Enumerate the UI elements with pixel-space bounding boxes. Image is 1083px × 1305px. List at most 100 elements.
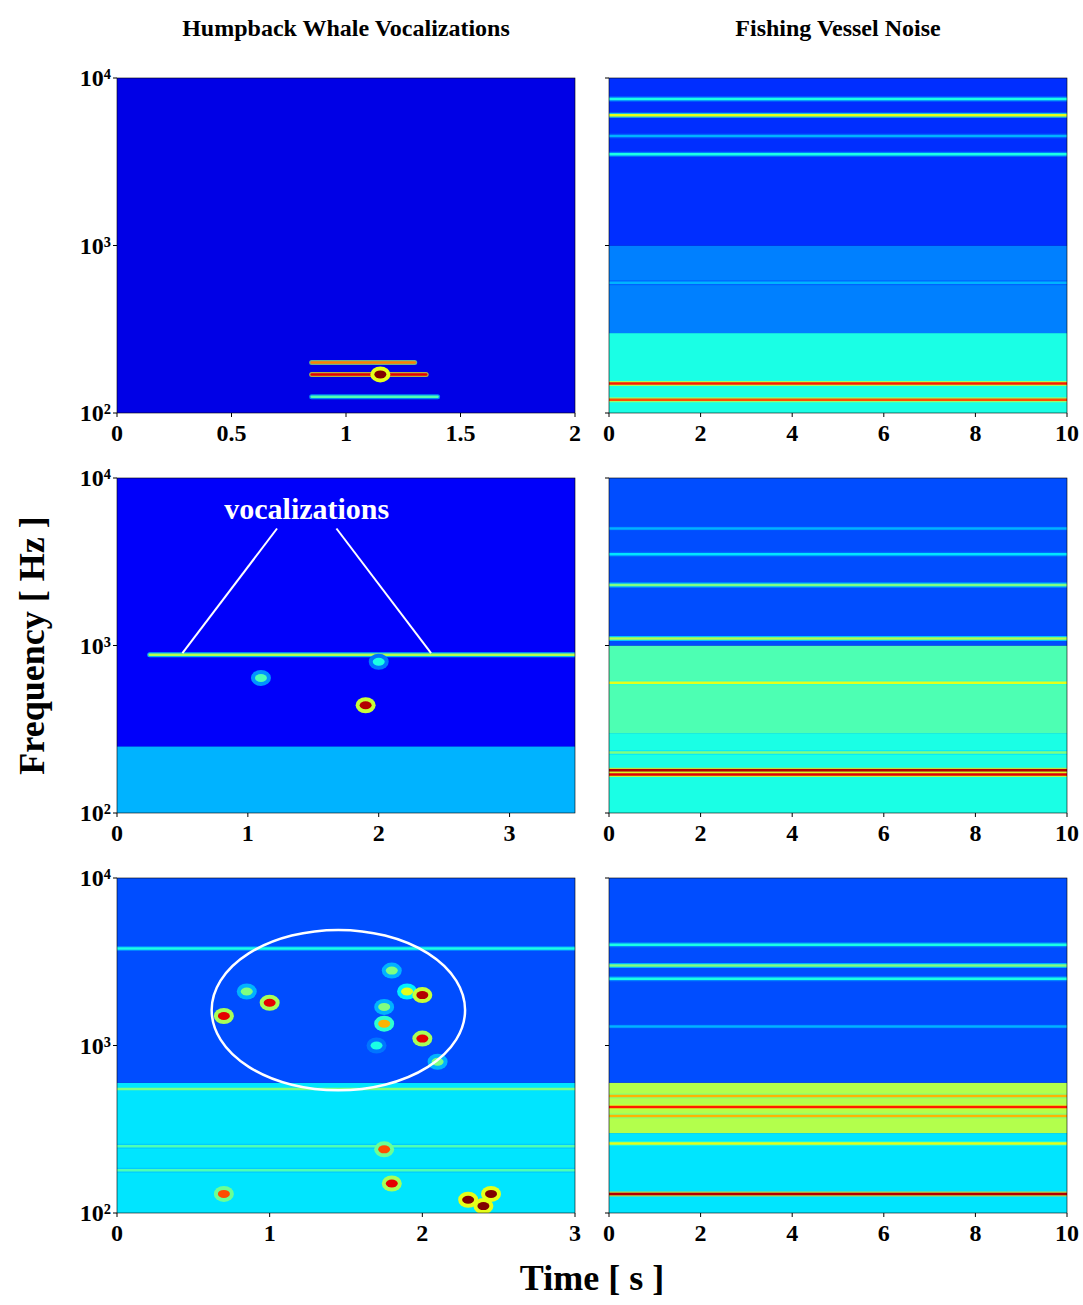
plot-background (117, 78, 575, 413)
x-tick-label: 4 (786, 820, 798, 846)
tone (150, 654, 575, 657)
y-tick (605, 1045, 609, 1046)
y-tick-label: 10² (80, 400, 111, 426)
tone (609, 281, 1067, 284)
x-tick (378, 813, 379, 817)
tone (609, 398, 1067, 401)
x-tick (609, 813, 610, 817)
tone (609, 153, 1067, 156)
x-tick-label: 2 (416, 1220, 428, 1246)
noise-band (609, 733, 1067, 813)
x-tick (792, 413, 793, 417)
y-tick-label: 10⁴ (80, 465, 111, 491)
plot-background (609, 478, 1067, 813)
noise-band (609, 1083, 1067, 1133)
plot-background (609, 78, 1067, 413)
tone-halo (609, 963, 1067, 968)
x-tick-label: 10 (1055, 1220, 1079, 1246)
x-tick (575, 1213, 576, 1217)
tone-halo (312, 372, 427, 377)
spot-halo (428, 1054, 448, 1070)
x-tick-label: 1.5 (446, 420, 476, 446)
spot-halo (374, 999, 394, 1015)
tone-halo (609, 1141, 1067, 1146)
x-tick-label: 8 (969, 420, 981, 446)
tone-halo (609, 1104, 1067, 1109)
tone-halo (609, 1191, 1067, 1196)
tone-halo (609, 1024, 1067, 1029)
spot-halo (382, 1176, 402, 1192)
tone (609, 751, 1067, 754)
tone-halo (609, 582, 1067, 587)
spot-halo (374, 1016, 394, 1032)
highlight-ellipse (212, 930, 465, 1090)
plot-frame (609, 478, 1067, 813)
y-tick-label: 10⁴ (80, 65, 111, 91)
tone-halo (609, 134, 1067, 139)
plot-frame (117, 78, 575, 413)
y-tick (113, 413, 117, 414)
x-tick (422, 1213, 423, 1217)
spot (378, 1145, 390, 1153)
x-tick-label: 10 (1055, 820, 1079, 846)
spot-halo (214, 1008, 234, 1024)
noise-band (609, 478, 1067, 646)
annotation-leader (336, 529, 431, 654)
x-tick (247, 813, 248, 817)
spot-halo (214, 1186, 234, 1202)
spot (378, 1003, 390, 1011)
tone (609, 1106, 1067, 1109)
x-tick-label: 2 (695, 820, 707, 846)
x-tick-label: 0 (111, 1220, 123, 1246)
noise-band (117, 478, 575, 746)
x-tick (269, 1213, 270, 1217)
x-tick-label: 10 (1055, 420, 1079, 446)
x-tick (575, 413, 576, 417)
spot (264, 999, 276, 1007)
tone-halo (609, 750, 1067, 755)
tone-halo (609, 152, 1067, 157)
tone (312, 361, 415, 364)
spot-halo (251, 670, 271, 686)
spot-halo (374, 1141, 394, 1157)
tone (609, 553, 1067, 556)
tone (609, 681, 1067, 684)
tone (609, 773, 1067, 776)
x-tick (231, 413, 232, 417)
y-tick (605, 478, 609, 479)
tone-halo (609, 96, 1067, 101)
x-tick-label: 0 (603, 420, 615, 446)
x-tick-label: 6 (878, 420, 890, 446)
y-axis-title: Frequency [ Hz ] (12, 516, 52, 774)
tone (609, 637, 1067, 640)
spot (255, 674, 267, 682)
noise-band (609, 246, 1067, 334)
plot-background (117, 478, 575, 813)
tone (609, 1115, 1067, 1118)
x-tick-label: 4 (786, 1220, 798, 1246)
noise-band (609, 646, 1067, 734)
tone-halo (312, 394, 438, 399)
y-tick (605, 813, 609, 814)
plot-frame (117, 878, 575, 1213)
spot (416, 1035, 428, 1043)
tone-halo (117, 946, 575, 951)
noise-band (609, 1133, 1067, 1213)
panel: vocalizations012310²10³10⁴ (80, 465, 575, 846)
noise-band (117, 78, 575, 413)
spot (373, 658, 385, 666)
figure: Humpback Whale VocalizationsFishing Vess… (0, 0, 1083, 1305)
x-tick-label: 0 (111, 820, 123, 846)
plot-area (609, 878, 1067, 1213)
y-tick (605, 645, 609, 646)
noise-band (117, 878, 575, 1083)
plot-frame (117, 478, 575, 813)
tone (609, 114, 1067, 117)
y-tick (113, 878, 117, 879)
spot (401, 988, 413, 996)
plot-background (117, 878, 575, 1213)
noise-band (117, 1083, 575, 1213)
tone (609, 1025, 1067, 1028)
y-tick (605, 1213, 609, 1214)
y-tick-label: 10² (80, 1200, 111, 1226)
